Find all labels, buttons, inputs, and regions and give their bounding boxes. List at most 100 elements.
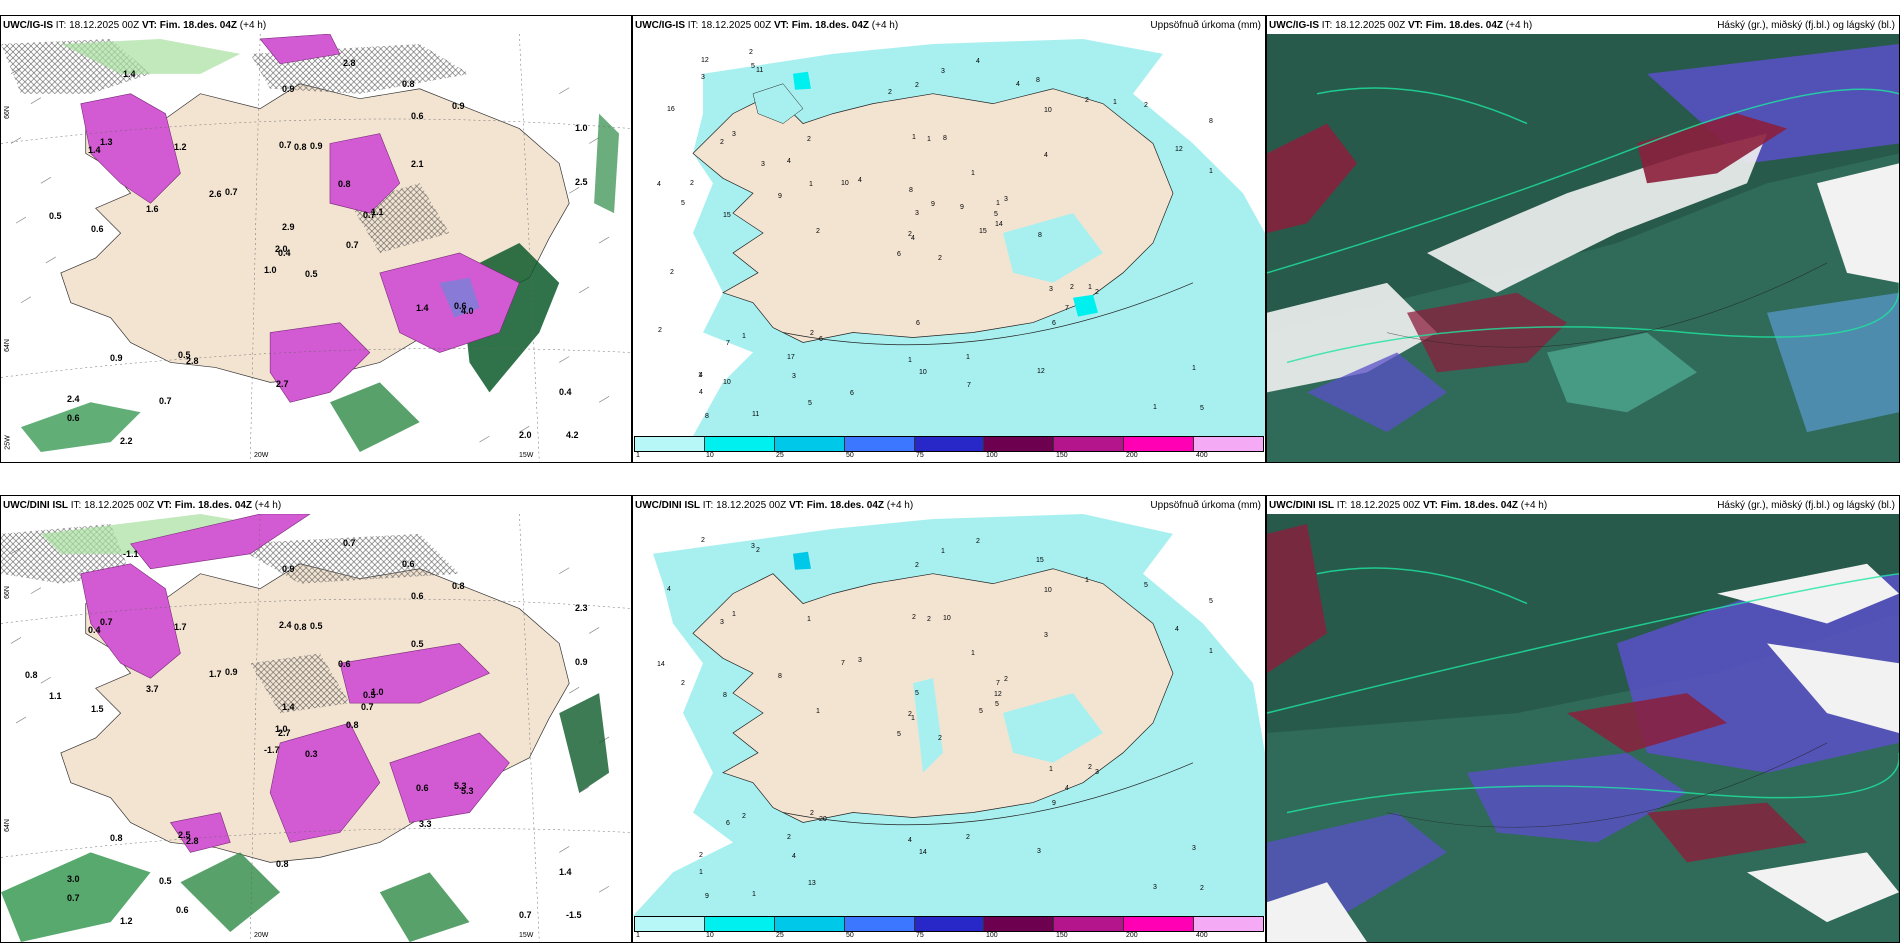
precip-value-label: 11 bbox=[752, 411, 760, 418]
precip-value-label: 0.4 bbox=[559, 387, 572, 397]
it-value: 18.12.2025 00Z bbox=[84, 500, 155, 511]
precip-value-label: 4 bbox=[911, 235, 915, 242]
precip-wind-map: 66N 64N 20W 15W 0.3 0.4 2.7 3.0 0.5 2.8 0.6 0.5… bbox=[1, 514, 631, 942]
precip-value-label: 4 bbox=[699, 389, 703, 396]
precip-value-label: 0.5 bbox=[159, 876, 172, 886]
map-axis-label-15w: 15W bbox=[519, 932, 534, 939]
vt-label: VT: bbox=[156, 500, 172, 511]
precip-value-label: 0.8 bbox=[294, 622, 307, 632]
colorbar-tick-label: 150 bbox=[1056, 452, 1068, 459]
map-axis-label-66n: 66N bbox=[3, 586, 11, 599]
precip-wind-map: 66N 64N 25W 20W 15W 0.5 1.4 0.4 2.4 0.7 2.8 0.… bbox=[1, 34, 631, 462]
precip-value-label: 20 bbox=[819, 816, 827, 823]
lead-time: (+4 h) bbox=[871, 20, 899, 31]
map-axis-label-25w: 25W bbox=[4, 435, 12, 450]
precip-value-label: 12 bbox=[701, 57, 709, 64]
precip-value-label: 0.6 bbox=[67, 413, 80, 423]
map-canvas bbox=[1, 34, 631, 462]
lead-time: (+4 h) bbox=[239, 20, 267, 31]
precip-value-label: 3 bbox=[751, 543, 755, 550]
precip-value-label: 4 bbox=[976, 58, 980, 65]
precip-value-label: 2 bbox=[1144, 102, 1148, 109]
precip-value-label: 5 bbox=[915, 690, 919, 697]
precip-value-label: 12 bbox=[1175, 146, 1183, 153]
precip-value-label: 3.0 bbox=[67, 874, 80, 884]
precip-value-label: 0.9 bbox=[310, 141, 323, 151]
precip-value-label: 4.0 bbox=[461, 306, 474, 316]
precip-value-label: 5 bbox=[897, 731, 901, 738]
precip-value-label: 2 bbox=[749, 49, 753, 56]
it-value: 18.12.2025 00Z bbox=[716, 500, 787, 511]
variable-name: Háský (gr.), miðský (fj.bl.) og lágský (… bbox=[1717, 20, 1895, 31]
lead-time: (+4 h) bbox=[1505, 20, 1533, 31]
precip-value-label: 1 bbox=[996, 200, 1000, 207]
precip-value-label: 1.7 bbox=[209, 669, 222, 679]
cloud-cover-map bbox=[1267, 514, 1899, 942]
colorbar-cell bbox=[774, 437, 845, 451]
precip-value-label: 1.6 bbox=[146, 204, 159, 214]
precip-value-label: 2 bbox=[888, 89, 892, 96]
precip-value-label: 5 bbox=[995, 701, 999, 708]
precip-value-label: 0.5 bbox=[178, 350, 191, 360]
precip-value-label: 0.9 bbox=[282, 564, 295, 574]
precip-value-label: 3 bbox=[1049, 286, 1053, 293]
precip-value-label: 7 bbox=[1065, 305, 1069, 312]
precip-value-label: 0.9 bbox=[282, 84, 295, 94]
precip-value-label: 3 bbox=[1153, 884, 1157, 891]
precip-value-label: 1 bbox=[966, 354, 970, 361]
map-canvas bbox=[1267, 514, 1899, 942]
map-canvas bbox=[633, 514, 1265, 916]
precip-value-label: 0.4 bbox=[88, 625, 101, 635]
precip-value-label: 0.7 bbox=[519, 910, 532, 920]
vt-label: VT: bbox=[788, 500, 804, 511]
colorbar-tick-label: 400 bbox=[1196, 932, 1208, 939]
precip-value-label: 6 bbox=[916, 320, 920, 327]
map-axis-label-66n: 66N bbox=[3, 106, 11, 119]
precip-value-label: 2.7 bbox=[276, 379, 289, 389]
precip-value-label: 0.9 bbox=[575, 657, 588, 667]
precip-value-label: 0.5 bbox=[363, 690, 376, 700]
precip-value-label: 2 bbox=[742, 813, 746, 820]
precip-value-label: 4 bbox=[1044, 152, 1048, 159]
vt-value: Fim. 18.des. 04Z bbox=[174, 500, 253, 511]
precip-value-label: 4 bbox=[908, 837, 912, 844]
it-value: 18.12.2025 00Z bbox=[1350, 500, 1421, 511]
vt-label: VT: bbox=[773, 20, 789, 31]
precip-value-label: 2 bbox=[915, 562, 919, 569]
colorbar: 1 10 25 50 75 100 150 200 400 bbox=[633, 436, 1265, 462]
precip-value-label: 2 bbox=[670, 269, 674, 276]
precip-value-label: 3 bbox=[761, 161, 765, 168]
precip-value-label: 8 bbox=[1038, 232, 1042, 239]
precip-value-label: 15 bbox=[1036, 557, 1044, 564]
model-name: UWC/IG-IS bbox=[3, 20, 53, 31]
colorbar-cells bbox=[634, 436, 1264, 452]
precip-value-label: 2 bbox=[1004, 676, 1008, 683]
precip-value-label: 0.7 bbox=[363, 210, 376, 220]
panel-top-middle: UWC/IG-IS IT: 18.12.2025 00Z VT: Fim. 18… bbox=[632, 15, 1266, 463]
precip-value-label: 3 bbox=[1095, 769, 1099, 776]
precip-value-label: 2.1 bbox=[411, 159, 424, 169]
precip-value-label: 0.7 bbox=[159, 396, 172, 406]
precip-value-label: 4 bbox=[1016, 81, 1020, 88]
precip-value-label: 7 bbox=[996, 680, 1000, 687]
precip-value-label: 1.3 bbox=[100, 137, 113, 147]
precip-value-label: 7 bbox=[726, 340, 730, 347]
precip-value-label: 8 bbox=[723, 692, 727, 699]
precip-value-label: 2.4 bbox=[67, 394, 80, 404]
precip-value-label: 0.6 bbox=[91, 224, 104, 234]
precip-value-label: 2.7 bbox=[278, 728, 291, 738]
precip-value-label: 1.0 bbox=[264, 265, 277, 275]
panel-bottom-right: UWC/DINI ISL IT: 18.12.2025 00Z VT: Fim.… bbox=[1266, 495, 1900, 943]
precip-value-label: 3 bbox=[792, 373, 796, 380]
precip-value-label: 5 bbox=[751, 63, 755, 70]
panel-header: UWC/DINI ISL IT: 18.12.2025 00Z VT: Fim.… bbox=[635, 498, 1261, 514]
precip-value-label: 6 bbox=[1052, 320, 1056, 327]
precip-value-label: 10 bbox=[919, 369, 927, 376]
precip-value-label: 1.1 bbox=[371, 207, 384, 217]
colorbar-ticks: 1 10 25 50 75 100 150 200 400 bbox=[634, 932, 1264, 942]
colorbar-cell bbox=[635, 437, 705, 451]
precip-value-label: 5 bbox=[1144, 582, 1148, 589]
precip-value-label: 4 bbox=[787, 158, 791, 165]
precip-value-label: 0.5 bbox=[49, 211, 62, 221]
precip-value-label: 0.9 bbox=[452, 101, 465, 111]
